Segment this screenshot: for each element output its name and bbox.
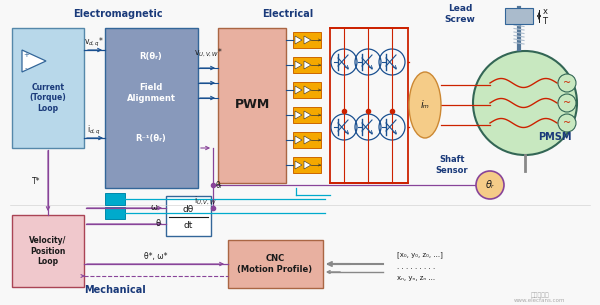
Text: T: T [542,17,548,27]
Bar [293,157,321,173]
Bar [293,57,321,73]
Polygon shape [295,36,302,44]
Polygon shape [304,136,311,144]
Bar [293,82,321,98]
Ellipse shape [409,72,441,138]
Text: ~: ~ [563,78,571,88]
Text: Field
Alignment: Field Alignment [127,83,176,103]
Bar [105,193,125,205]
Text: θ*, ω*: θ*, ω* [144,252,168,260]
Text: ω: ω [151,203,157,213]
Bar [218,28,286,183]
Text: Shaft
Sensor: Shaft Sensor [436,155,469,175]
Text: θᵣ: θᵣ [216,181,222,191]
Text: R⁻¹(θᵣ): R⁻¹(θᵣ) [136,134,166,142]
Text: iₘ: iₘ [421,100,430,110]
Text: Current
(Torque)
Loop: Current (Torque) Loop [29,83,67,113]
Polygon shape [295,161,302,169]
Bar [293,32,321,48]
Text: R(θᵣ): R(θᵣ) [140,52,163,60]
Text: [x₀, y₀, z₀, ...]: [x₀, y₀, z₀, ...] [397,252,443,258]
Polygon shape [295,136,302,144]
Circle shape [558,94,576,112]
Bar [293,132,321,148]
Text: xₙ, yₙ, zₙ ...: xₙ, yₙ, zₙ ... [397,275,435,281]
Polygon shape [295,86,302,94]
Bar [105,28,198,188]
Text: v$_{d,q}$*: v$_{d,q}$* [84,35,104,48]
Circle shape [473,51,577,155]
Circle shape [558,114,576,132]
Text: Mechanical: Mechanical [84,285,146,295]
Polygon shape [304,111,311,119]
Bar [12,215,84,287]
Text: dt: dt [184,221,193,229]
Text: θ: θ [155,220,161,228]
Text: PWM: PWM [235,99,269,112]
Text: -: - [25,65,27,71]
Text: Lead
Screw: Lead Screw [445,4,475,24]
Text: T*: T* [32,177,40,185]
Polygon shape [304,86,311,94]
Text: i$_{d,q}$: i$_{d,q}$ [87,124,101,137]
Bar [12,28,84,148]
Bar [166,196,211,236]
Text: Velocity/
Position
Loop: Velocity/ Position Loop [29,236,67,266]
Text: θᵣ: θᵣ [486,180,494,190]
Text: x: x [542,8,548,16]
Bar [505,8,533,24]
Text: Electrical: Electrical [262,9,314,19]
Circle shape [476,171,504,199]
Text: dθ: dθ [182,206,194,214]
Bar [228,240,323,288]
Polygon shape [304,36,311,44]
Text: 电子发烧友: 电子发烧友 [530,292,550,298]
Text: ~: ~ [563,98,571,108]
Text: i$_{U,V,W}$: i$_{U,V,W}$ [194,195,217,207]
Text: ~: ~ [563,118,571,128]
Bar [330,28,408,183]
Bar [105,207,125,219]
Polygon shape [304,161,311,169]
Text: CNC
(Motion Profile): CNC (Motion Profile) [238,254,313,274]
Text: . . . . . . . . .: . . . . . . . . . [397,264,435,270]
Bar [293,107,321,123]
Text: v$_{U,V,W}$*: v$_{U,V,W}$* [194,47,223,59]
Circle shape [558,74,576,92]
Polygon shape [295,61,302,69]
Text: Electromagnetic: Electromagnetic [73,9,163,19]
Text: www.elecfans.com: www.elecfans.com [514,297,566,303]
Polygon shape [295,111,302,119]
Text: PMSM: PMSM [538,132,572,142]
Polygon shape [304,61,311,69]
Text: +: + [23,52,29,58]
Polygon shape [22,50,46,72]
